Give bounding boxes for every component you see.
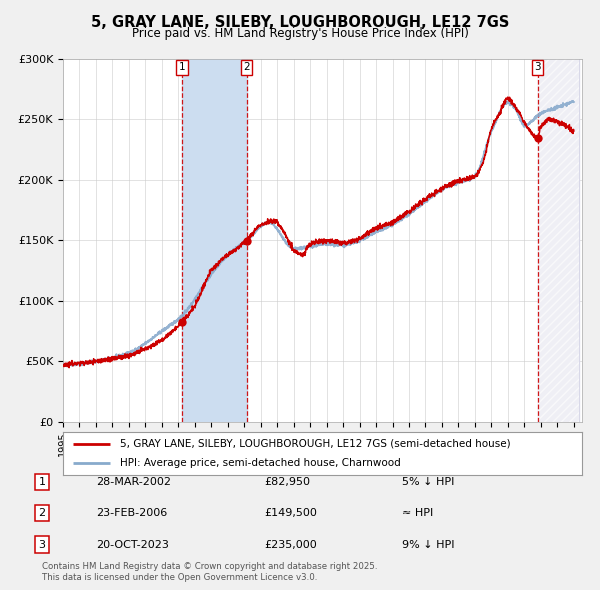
Bar [182,59,247,422]
Text: ≈ HPI: ≈ HPI [402,509,433,518]
Text: £149,500: £149,500 [264,509,317,518]
Text: £82,950: £82,950 [264,477,310,487]
Text: 23-FEB-2006: 23-FEB-2006 [96,509,167,518]
Text: 1: 1 [38,477,46,487]
Text: 5, GRAY LANE, SILEBY, LOUGHBOROUGH, LE12 7GS: 5, GRAY LANE, SILEBY, LOUGHBOROUGH, LE12… [91,15,509,30]
Text: 2: 2 [243,63,250,73]
Text: 3: 3 [38,540,46,549]
Text: Contains HM Land Registry data © Crown copyright and database right 2025.
This d: Contains HM Land Registry data © Crown c… [42,562,377,582]
Text: 28-MAR-2002: 28-MAR-2002 [96,477,171,487]
Bar [538,59,579,422]
Text: Price paid vs. HM Land Registry's House Price Index (HPI): Price paid vs. HM Land Registry's House … [131,27,469,40]
Text: 1: 1 [179,63,185,73]
Text: HPI: Average price, semi-detached house, Charnwood: HPI: Average price, semi-detached house,… [120,458,401,468]
Text: £235,000: £235,000 [264,540,317,549]
Text: 5, GRAY LANE, SILEBY, LOUGHBOROUGH, LE12 7GS (semi-detached house): 5, GRAY LANE, SILEBY, LOUGHBOROUGH, LE12… [120,439,511,449]
Text: 2: 2 [38,509,46,518]
Text: 5% ↓ HPI: 5% ↓ HPI [402,477,454,487]
Bar [538,59,579,422]
Text: 3: 3 [534,63,541,73]
Text: 20-OCT-2023: 20-OCT-2023 [96,540,169,549]
Text: 9% ↓ HPI: 9% ↓ HPI [402,540,455,549]
